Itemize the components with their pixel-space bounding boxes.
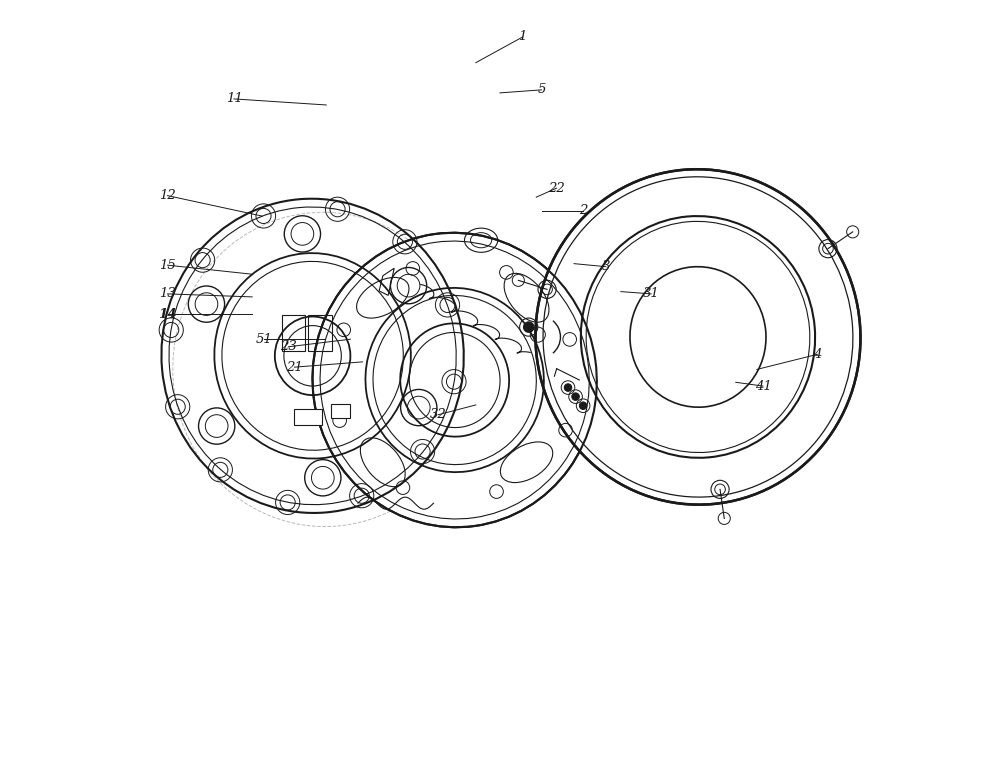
Bar — [294, 409, 322, 425]
Text: 22: 22 — [548, 182, 565, 195]
Text: 11: 11 — [226, 92, 242, 105]
Text: 5: 5 — [537, 83, 546, 96]
Text: 14: 14 — [158, 308, 177, 321]
Ellipse shape — [564, 384, 572, 391]
Text: 3: 3 — [602, 260, 610, 273]
Text: 23: 23 — [280, 340, 297, 354]
Text: 13: 13 — [159, 288, 176, 301]
Ellipse shape — [523, 322, 534, 332]
Ellipse shape — [313, 232, 597, 528]
Text: 2: 2 — [579, 204, 587, 217]
Text: 31: 31 — [643, 288, 659, 301]
Ellipse shape — [535, 170, 860, 505]
Bar — [331, 404, 350, 418]
Bar — [282, 315, 305, 351]
Text: 15: 15 — [159, 259, 176, 272]
Text: 4: 4 — [813, 347, 822, 361]
Text: 1: 1 — [518, 30, 527, 43]
Text: 41: 41 — [755, 379, 771, 393]
Text: 32: 32 — [430, 408, 446, 421]
Text: 12: 12 — [159, 189, 176, 202]
Ellipse shape — [579, 402, 587, 410]
Bar — [308, 315, 332, 351]
Text: 21: 21 — [286, 360, 303, 374]
Text: 51: 51 — [256, 333, 273, 346]
Ellipse shape — [572, 393, 579, 400]
